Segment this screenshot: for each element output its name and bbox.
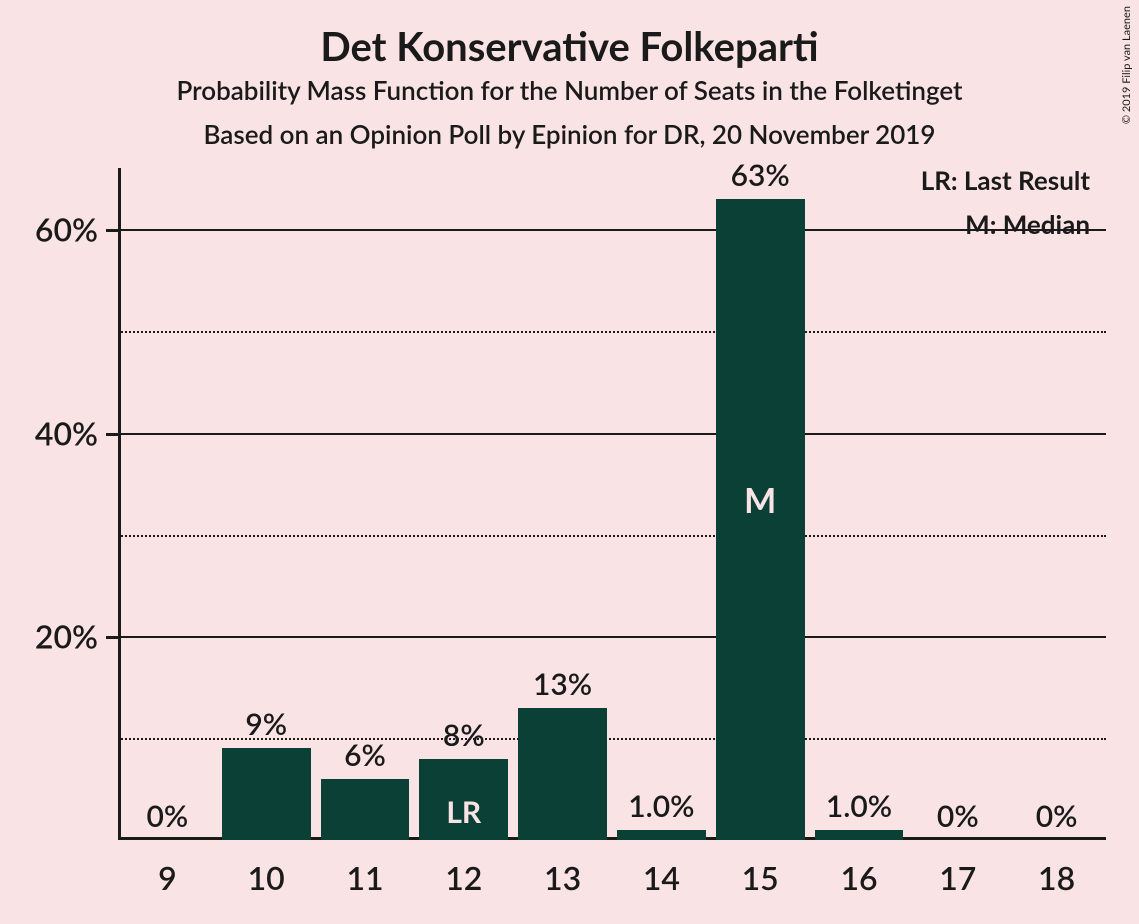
x-tick-label: 12 (445, 858, 482, 897)
y-tick-mark (106, 229, 118, 232)
y-tick-mark (106, 636, 118, 639)
bar-value-label: 63% (731, 157, 790, 193)
x-tick-label: 15 (742, 858, 779, 897)
x-tick-label: 18 (1038, 858, 1075, 897)
bar: 8%LR (419, 759, 508, 840)
chart-plot-area: LR: Last ResultM: Median 20%40%60%0%99%1… (118, 168, 1106, 840)
chart-subtitle-1: Probability Mass Function for the Number… (0, 74, 1139, 106)
x-tick-label: 16 (840, 858, 877, 897)
gridline-major (118, 636, 1106, 638)
x-tick-label: 9 (158, 858, 177, 897)
bar-value-label: 1.0% (826, 788, 892, 824)
x-tick-label: 10 (248, 858, 285, 897)
bar: 9% (222, 748, 311, 840)
bar: 1.0% (617, 830, 706, 840)
bar-value-label: 8% (443, 717, 485, 753)
gridline-major (118, 433, 1106, 435)
copyright-text: © 2019 Filip van Laenen (1120, 6, 1133, 124)
y-tick-label: 60% (35, 210, 98, 249)
gridline-minor (118, 535, 1106, 537)
bar-value-label: 9% (245, 706, 287, 742)
bar: 63%M (716, 199, 805, 840)
bar-annotation: LR (446, 794, 481, 830)
bar-value-label: 0% (147, 798, 189, 834)
y-tick-mark (106, 433, 118, 436)
x-tick-label: 11 (346, 858, 383, 897)
y-tick-label: 40% (35, 413, 98, 452)
x-tick-label: 17 (939, 858, 976, 897)
gridline-major (118, 229, 1106, 231)
legend-entry: M: Median (921, 208, 1090, 240)
bar-annotation: M (744, 480, 776, 521)
gridline-minor (118, 331, 1106, 333)
bar-value-label: 0% (1036, 798, 1078, 834)
bar-value-label: 0% (937, 798, 979, 834)
bar-value-label: 13% (533, 666, 592, 702)
chart-title: Det Konservative Folkeparti (0, 22, 1139, 70)
bar: 13% (518, 708, 607, 840)
x-tick-label: 13 (544, 858, 581, 897)
bar-value-label: 6% (344, 737, 386, 773)
bar: 1.0% (815, 830, 904, 840)
x-tick-label: 14 (643, 858, 680, 897)
bar-value-label: 1.0% (628, 788, 694, 824)
legend-entry: LR: Last Result (921, 164, 1090, 196)
y-tick-label: 20% (35, 617, 98, 656)
bar: 6% (321, 779, 410, 840)
chart-subtitle-2: Based on an Opinion Poll by Epinion for … (0, 118, 1139, 150)
